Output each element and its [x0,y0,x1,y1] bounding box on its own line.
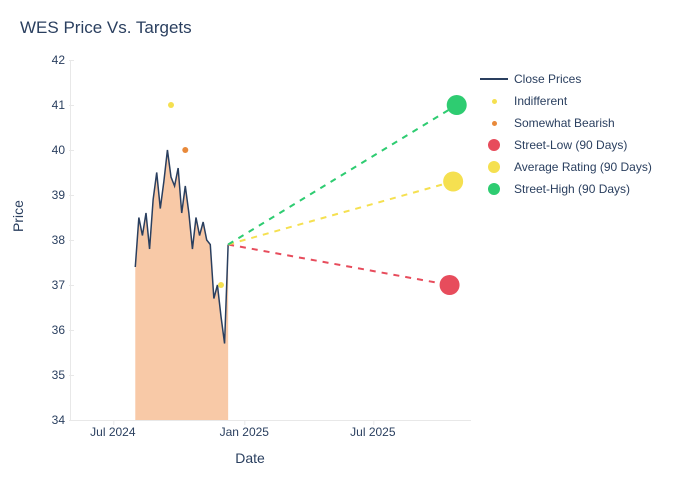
plot-area [70,60,471,421]
average_rating-line [228,182,453,245]
y-tick: 39 [35,188,65,202]
y-tick: 37 [35,278,65,292]
average_rating-marker [443,172,463,192]
x-tick: Jul 2025 [350,425,395,439]
legend-swatch [480,138,508,152]
legend-label: Average Rating (90 Days) [514,160,652,174]
y-tick: 34 [35,413,65,427]
legend-item: Close Prices [480,70,652,88]
y-tick: 35 [35,368,65,382]
legend-item: Somewhat Bearish [480,114,652,132]
legend-swatch [480,160,508,174]
legend-item: Indifferent [480,92,652,110]
street_low-line [228,245,449,286]
street_high-marker [447,95,467,115]
chart-svg [71,60,471,420]
legend-label: Street-Low (90 Days) [514,138,627,152]
street_high-line [228,105,457,245]
price-targets-chart: WES Price Vs. Targets Price Date 34 35 36 3… [0,0,700,500]
bearish-marker [182,147,188,153]
x-tick: Jan 2025 [220,425,269,439]
x-axis-label: Date [235,450,265,466]
legend-swatch [480,116,508,130]
legend-item: Average Rating (90 Days) [480,158,652,176]
y-tick: 41 [35,98,65,112]
indifferent-marker [218,282,224,288]
street_low-marker [440,275,460,295]
legend-swatch [480,94,508,108]
y-axis-label: Price [10,200,26,232]
y-tick: 38 [35,233,65,247]
legend-label: Close Prices [514,72,581,86]
legend-item: Street-Low (90 Days) [480,136,652,154]
y-tick: 36 [35,323,65,337]
y-tick: 40 [35,143,65,157]
legend-swatch [480,182,508,196]
chart-title: WES Price Vs. Targets [20,18,192,38]
legend-label: Somewhat Bearish [514,116,615,130]
indifferent-marker [168,102,174,108]
x-tick: Jul 2024 [90,425,135,439]
legend: Close Prices Indifferent Somewhat Bearish S… [480,70,652,202]
close-prices-area [135,150,228,420]
legend-label: Street-High (90 Days) [514,182,630,196]
y-tick: 42 [35,53,65,67]
legend-swatch [480,72,508,86]
legend-label: Indifferent [514,94,567,108]
legend-item: Street-High (90 Days) [480,180,652,198]
